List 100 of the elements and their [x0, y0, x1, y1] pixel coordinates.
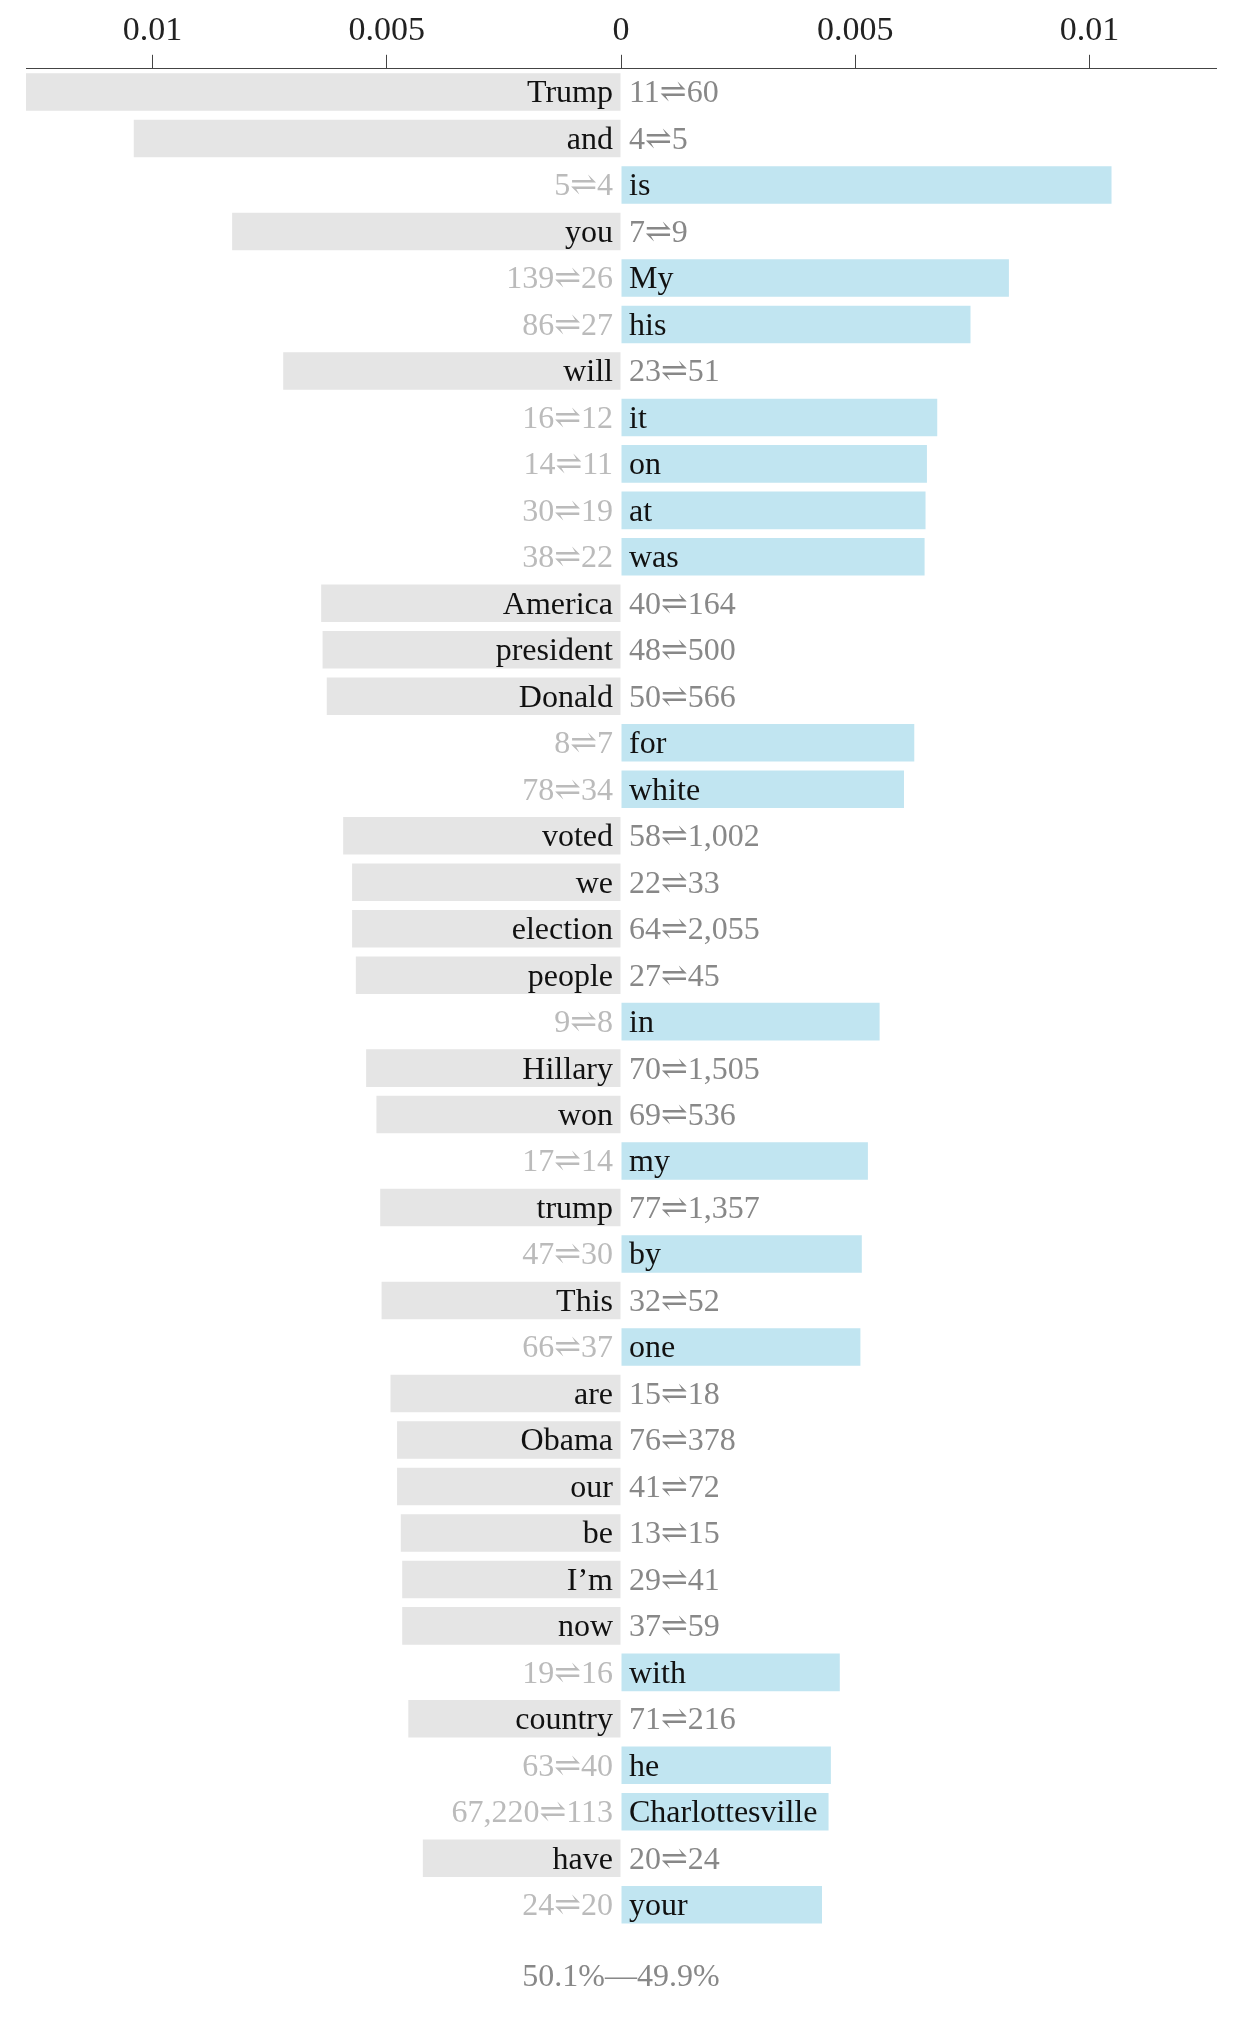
y-tick-label: one	[629, 1328, 676, 1365]
bar	[621, 445, 927, 483]
bar	[621, 398, 938, 437]
bar	[621, 1002, 880, 1041]
annotation: 86⇌27	[522, 305, 613, 342]
bar	[402, 1607, 621, 1645]
annotation: 71⇌216	[629, 1700, 736, 1737]
bar	[621, 166, 1112, 204]
bar	[400, 1514, 621, 1552]
y-tick-label: Obama	[520, 1421, 613, 1458]
bar	[621, 491, 926, 530]
annotation: 16⇌12	[522, 398, 613, 435]
bar	[380, 1188, 621, 1227]
bar	[621, 770, 904, 809]
bar	[381, 1281, 621, 1320]
bar	[326, 677, 621, 716]
x-tick-label: 0.01	[1059, 10, 1120, 48]
annotation: 20⇌24	[629, 1839, 720, 1876]
annotation: 19⇌16	[522, 1653, 613, 1690]
y-tick-label: This	[556, 1281, 613, 1318]
y-tick-label: now	[557, 1607, 613, 1644]
bar	[283, 352, 621, 390]
y-tick-label: have	[552, 1839, 613, 1876]
y-tick-label: country	[515, 1700, 613, 1737]
y-tick-label: was	[629, 538, 679, 575]
y-tick-label: in	[629, 1003, 654, 1040]
annotation: 41⇌72	[629, 1467, 720, 1504]
y-tick-label: it	[629, 398, 647, 435]
annotation: 69⇌536	[629, 1096, 736, 1133]
y-tick-label: America	[502, 584, 613, 621]
bar	[621, 305, 971, 344]
bar	[321, 584, 621, 623]
x-tick-label: 0.005	[817, 10, 894, 48]
y-tick-label: with	[629, 1653, 686, 1690]
annotation: 29⇌41	[629, 1560, 720, 1597]
annotation: 58⇌1,002	[629, 817, 760, 854]
annotation: 23⇌51	[629, 352, 720, 389]
annotation: 40⇌164	[629, 584, 736, 621]
bar	[621, 1328, 861, 1366]
bar	[621, 1235, 862, 1273]
bar	[397, 1421, 621, 1459]
y-tick-label: at	[629, 491, 653, 528]
bar	[376, 1095, 621, 1134]
y-tick-label: won	[557, 1096, 613, 1133]
bar	[232, 212, 621, 251]
annotation: 13⇌15	[629, 1514, 720, 1551]
annotation: 27⇌45	[629, 956, 720, 993]
y-tick-label: be	[582, 1514, 613, 1551]
y-tick-label: Trump	[527, 73, 613, 110]
y-tick-label: I’m	[566, 1560, 614, 1597]
y-tick-label: is	[629, 166, 651, 203]
bar	[26, 73, 621, 111]
bar	[343, 816, 621, 855]
annotation: 38⇌22	[522, 538, 613, 575]
annotation: 8⇌7	[554, 724, 613, 761]
y-tick-label: on	[629, 445, 661, 482]
x-tick-label: 0.01	[122, 10, 183, 48]
annotation: 70⇌1,505	[629, 1049, 760, 1086]
annotation: 5⇌4	[554, 166, 613, 203]
y-tick-label: we	[575, 863, 613, 900]
bar	[390, 1374, 621, 1413]
bar	[366, 1049, 621, 1087]
y-tick-label: my	[629, 1142, 670, 1179]
annotation: 77⇌1,357	[629, 1188, 760, 1225]
bar	[355, 956, 621, 994]
annotation: 7⇌9	[629, 212, 688, 249]
bar	[352, 863, 621, 901]
annotation: 47⇌30	[522, 1235, 613, 1272]
y-tick-label: election	[511, 910, 613, 947]
y-tick-label: by	[629, 1235, 661, 1272]
y-tick-label: he	[629, 1746, 660, 1783]
annotation: 15⇌18	[629, 1374, 720, 1411]
annotation: 32⇌52	[629, 1281, 720, 1318]
annotation: 4⇌5	[629, 119, 688, 156]
bar	[408, 1700, 621, 1738]
annotation: 30⇌19	[522, 491, 613, 528]
y-tick-label: are	[573, 1374, 613, 1411]
bar	[621, 723, 915, 762]
bar	[133, 119, 621, 158]
annotation: 37⇌59	[629, 1607, 720, 1644]
y-tick-label: people	[527, 956, 613, 993]
y-tick-label: and	[566, 119, 613, 156]
bar	[352, 909, 621, 948]
y-tick-label: for	[629, 724, 667, 761]
annotation: 76⇌378	[629, 1421, 736, 1458]
bar	[621, 1885, 822, 1924]
x-tick-label: 0.005	[348, 10, 425, 48]
y-tick-label: white	[629, 770, 701, 807]
y-tick-label: Hillary	[522, 1049, 613, 1086]
annotation: 22⇌33	[629, 863, 720, 900]
annotation: 78⇌34	[522, 770, 613, 807]
y-tick-label: trump	[536, 1188, 613, 1225]
bar	[621, 538, 925, 576]
text: 50.1%—49.9%	[522, 1957, 720, 1994]
annotation: 50⇌566	[629, 677, 736, 714]
y-tick-label: president	[495, 631, 614, 668]
bar	[621, 1746, 831, 1785]
annotation: 67,220⇌113	[451, 1793, 613, 1830]
annotation: 139⇌26	[506, 259, 613, 296]
annotation: 14⇌11	[523, 445, 613, 482]
